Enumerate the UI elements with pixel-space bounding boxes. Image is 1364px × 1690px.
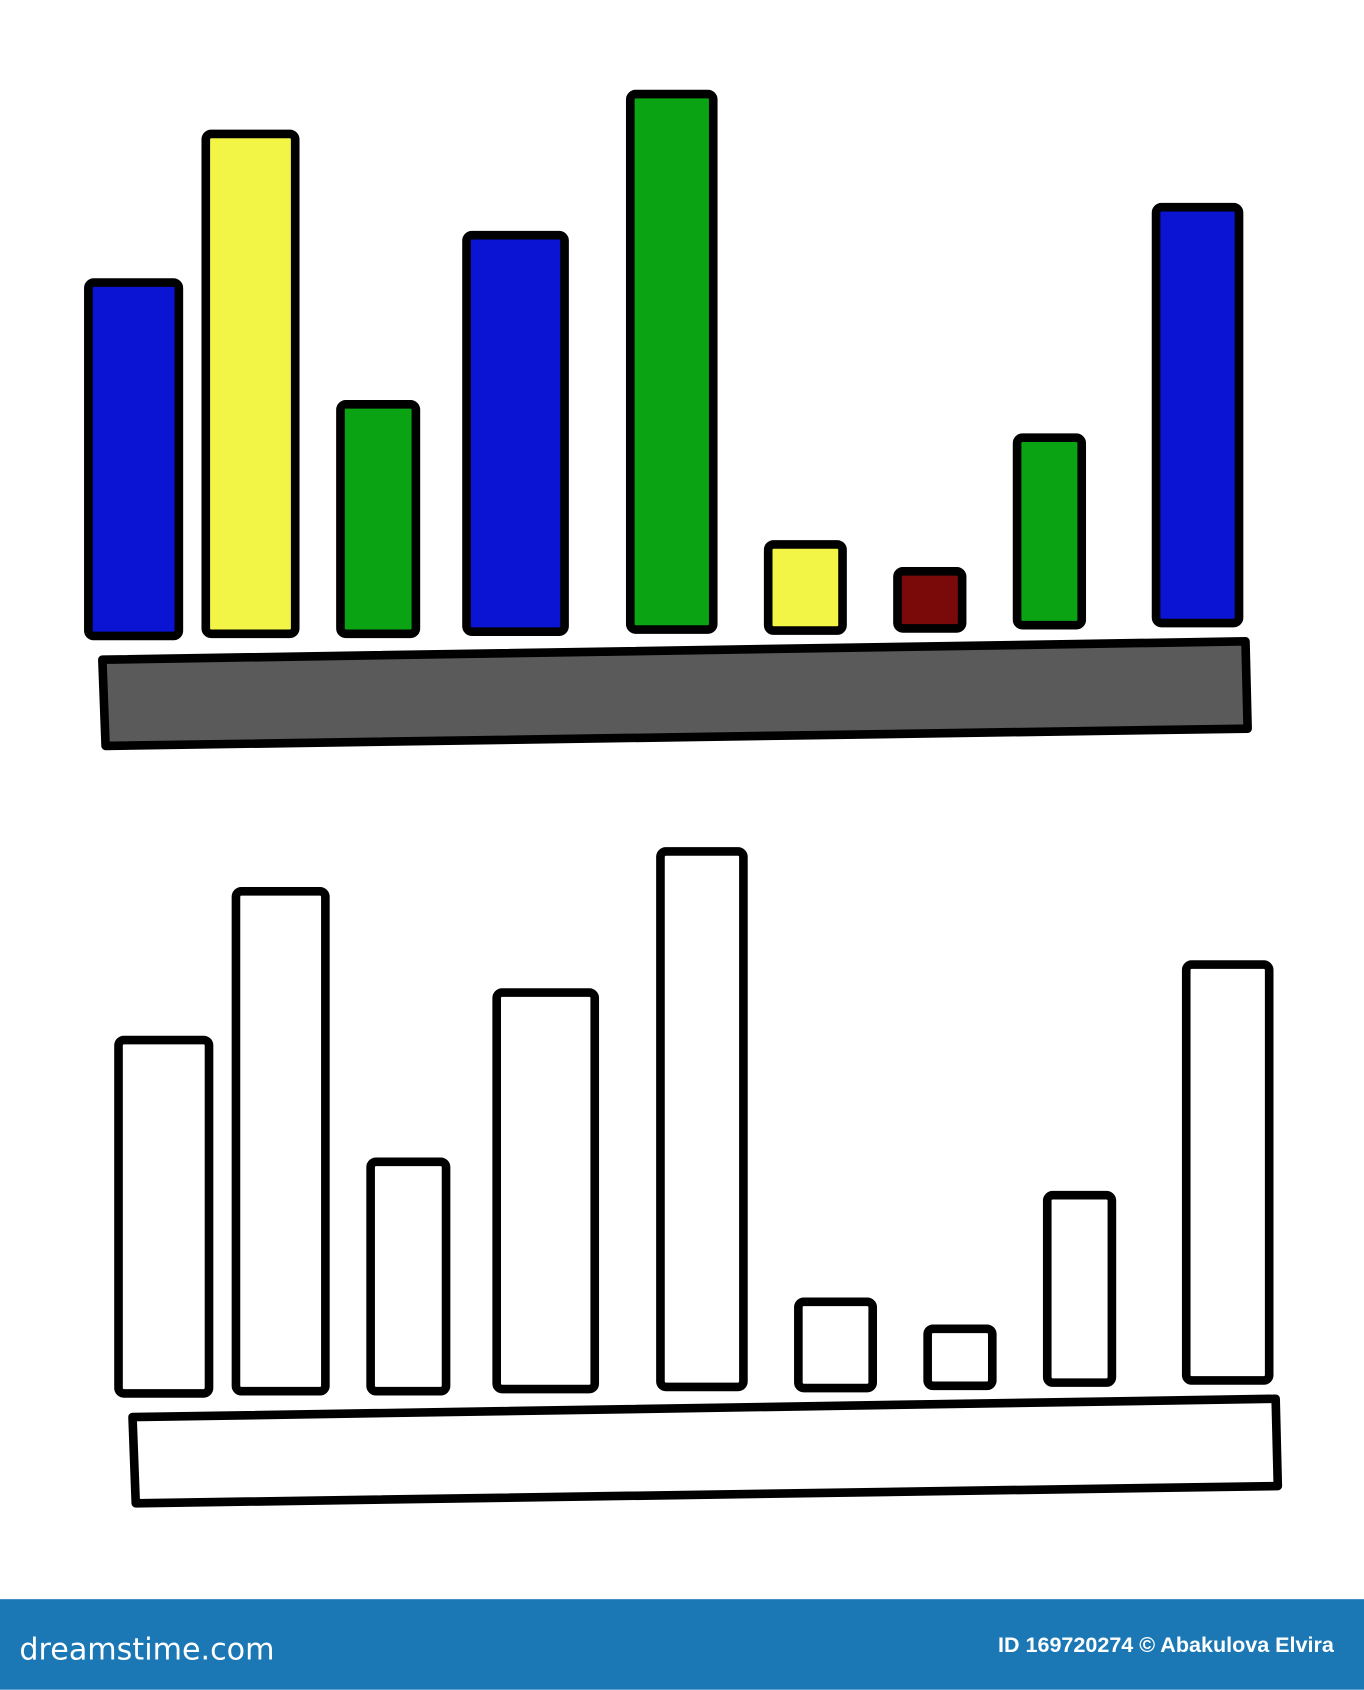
base-bar [128,1394,1283,1508]
bar [1181,960,1274,1385]
bar [201,129,300,639]
bar [492,988,600,1394]
bar [114,1035,214,1398]
bar [656,847,748,1392]
bar [84,278,184,641]
bar [1042,1190,1117,1387]
bar [1012,433,1087,630]
footer-band [0,1599,1364,1690]
credit: ID 169720274 © Abakulova Elvira [998,1633,1335,1657]
bar [763,540,847,635]
brand: dreamstime.com [19,1633,274,1668]
bar [794,1297,878,1393]
bar [231,887,330,1396]
bar [336,400,421,639]
bar [893,567,967,633]
bar [625,89,718,634]
bar [366,1157,451,1396]
bar [462,230,569,636]
outline-chart [114,847,1283,1508]
bar [923,1324,997,1391]
colored-chart [84,89,1252,751]
bar [1151,202,1244,628]
base-bar [98,637,1252,751]
